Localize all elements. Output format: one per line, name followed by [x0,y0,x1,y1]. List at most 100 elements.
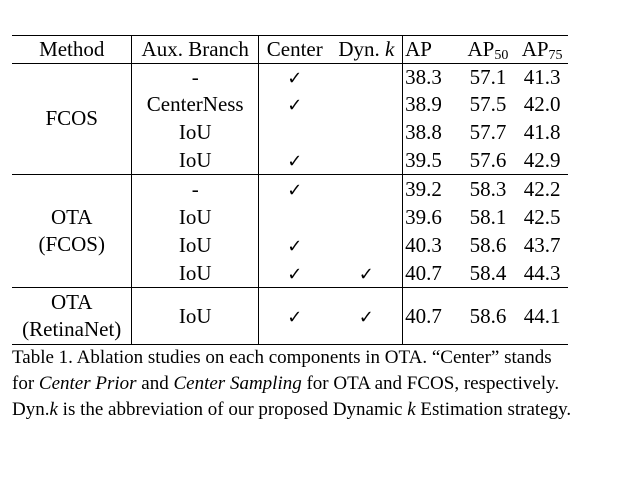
dyn-k-cell [330,174,403,203]
table-row: OTA (RetinaNet) IoU ✓ ✓ 40.7 58.6 44.1 [12,287,568,345]
method-line: FCOS [45,106,98,131]
dyn-k-cell [331,146,403,175]
ablation-table: Method Aux. Branch Center Dyn. k AP AP50… [12,35,568,345]
ap75-cell: 43.7 [523,232,561,257]
ap75-cell: 41.8 [523,119,561,144]
ap-cell: 38.3 [402,63,460,90]
ap-cell: 39.5 [402,146,460,175]
caption-part: is the abbreviation of our proposed Dyna… [57,399,408,420]
center-cell: ✓ [257,231,331,259]
header-aux-branch: Aux. Branch [131,35,259,64]
caption-part: Ablation studies on each components in O… [12,347,552,394]
header-ap75-sub: 75 [548,48,563,63]
dyn-k-cell: ✓ [331,259,403,288]
method-line: (RetinaNet) [22,317,122,341]
caption-italic-term: Center Sampling [173,373,302,394]
caption-label: Table 1. [12,347,73,368]
method-cell: OTA (FCOS) [12,174,132,288]
ablation-table-container: Method Aux. Branch Center Dyn. k AP AP50… [12,35,568,345]
ap75-cell: 44.1 [516,287,568,345]
ap50-cell: 58.1 [469,204,507,229]
aux-branch-cell: IoU [131,146,259,175]
table-row: OTA (FCOS) - ✓ 39.2 58.3 42.2 [12,174,568,288]
dyn-k-cell [331,64,403,91]
caption-part: Estimation strategy. [415,399,572,420]
aux-branch-cell: IoU [131,118,259,146]
method-line: OTA [50,204,93,229]
center-cell [257,203,331,231]
center-cell: ✓ [257,146,331,175]
header-dyn-prefix: Dyn. [338,37,380,61]
method-cell: FCOS [12,64,132,175]
header-dyn-k: Dyn. k [330,35,403,64]
checkmark-icon: ✓ [287,306,303,328]
checkmark-icon: ✓ [287,263,303,285]
caption-k-var: k [407,399,416,420]
ap75-cell: 41.3 [523,64,561,89]
aux-branch-cell: CenterNess [131,90,259,118]
ap50-cell: 57.7 [469,119,507,144]
ap50-cell-best: 58.6 [459,287,517,345]
header-ap50: AP50 [459,35,517,64]
aux-branch-cell: - [131,63,259,90]
caption-part: for OTA and FCOS, respectively. Dyn. [12,373,560,420]
table-row: IoU ✓ ✓ 40.7 58.4 44.3 [12,259,568,288]
checkmark-icon: ✓ [287,179,303,201]
table-row: IoU ✓ 40.3 58.6 43.7 [12,231,568,259]
center-cell: ✓ [257,90,331,118]
table-header: Method Aux. Branch Center Dyn. k AP AP50… [12,35,568,64]
method-cell: OTA (RetinaNet) [12,287,132,345]
center-cell: ✓ [257,287,331,345]
group-ota-retinanet: OTA (RetinaNet) IoU ✓ ✓ 40.7 58.6 44.1 [12,287,568,345]
table-row: CenterNess ✓ 38.9 57.5 42.0 [12,90,568,118]
header-row: Method Aux. Branch Center Dyn. k AP AP50… [12,35,568,64]
ap75-cell: 42.5 [523,204,561,229]
dyn-k-cell: ✓ [330,287,403,345]
checkmark-icon: ✓ [287,150,303,172]
caption-part: and [136,373,174,394]
ap75-cell: 42.0 [523,91,561,116]
caption-italic-term: Center Prior [38,373,137,394]
center-cell [257,118,331,146]
table-row: IoU 39.6 58.1 42.5 [12,203,568,231]
header-ap: AP [402,35,460,64]
dyn-k-cell [331,118,403,146]
dyn-k-cell [331,203,403,231]
aux-branch-cell: - [131,174,259,203]
method-line: (FCOS) [38,232,105,256]
center-cell: ✓ [257,259,331,288]
group-fcos: FCOS - ✓ 38.3 57.1 41.3 CenterNess ✓ 38.… [12,63,568,175]
table-row: IoU ✓ 39.5 57.6 42.9 [12,146,568,175]
method-line: OTA [50,289,93,314]
ap-cell: 38.9 [402,90,460,118]
dyn-k-cell [331,231,403,259]
checkmark-icon: ✓ [358,306,374,328]
ap75-cell-best: 44.3 [523,260,561,285]
ap75-cell: 42.9 [523,147,561,172]
group-ota-fcos: OTA (FCOS) - ✓ 39.2 58.3 42.2 IoU 39.6 58… [12,174,568,288]
ap50-cell: 57.6 [469,147,507,172]
header-dyn-var: k [385,37,395,61]
caption-text: Table 1. Ablation studies on each compon… [12,345,572,423]
ap-cell-best: 40.7 [402,287,460,345]
ap-cell: 40.3 [402,231,460,259]
ap-cell: 39.6 [402,203,460,231]
header-ap75-base: AP [521,37,549,61]
ap-cell: 39.2 [402,174,460,203]
dyn-k-cell [331,90,403,118]
aux-branch-cell: IoU [131,203,259,231]
aux-branch-cell: IoU [131,259,259,288]
ap50-cell: 58.3 [459,174,517,203]
header-method: Method [12,35,132,64]
table-row: IoU 38.8 57.7 41.8 [12,118,568,146]
checkmark-icon: ✓ [358,263,374,285]
ap50-cell: 57.5 [469,91,507,116]
ap50-cell: 57.1 [469,64,507,89]
aux-branch-cell: IoU [131,231,259,259]
ap-cell-best: 40.7 [402,259,460,288]
ap50-cell-best: 58.6 [469,232,507,257]
header-ap75: AP75 [516,35,568,64]
table-row: FCOS - ✓ 38.3 57.1 41.3 [12,63,568,130]
header-center: Center [257,35,331,64]
